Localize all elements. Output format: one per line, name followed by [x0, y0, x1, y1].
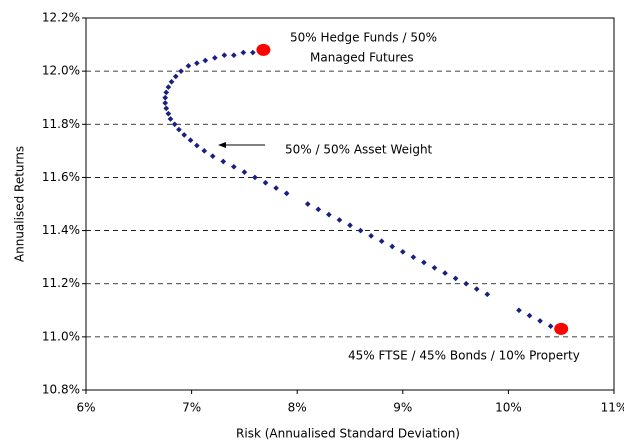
point: [220, 158, 227, 165]
x-tick-label: 6%: [76, 401, 95, 415]
y-tick-label: 11.8%: [42, 117, 80, 131]
y-tick-label: 11.2%: [42, 276, 80, 290]
y-tick-label: 12.0%: [42, 64, 80, 78]
point: [201, 148, 208, 154]
point: [526, 312, 533, 319]
point: [172, 73, 179, 80]
arrow-head: [218, 142, 226, 148]
x-tick-label: 9%: [393, 401, 412, 415]
point: [241, 169, 248, 175]
point: [547, 323, 554, 330]
y-tick-label: 11.0%: [42, 329, 80, 343]
point: [212, 55, 218, 61]
point: [368, 233, 374, 239]
point: [315, 206, 322, 213]
point: [262, 179, 269, 186]
point: [187, 137, 194, 144]
point: [162, 94, 169, 101]
point: [421, 259, 427, 266]
point: [463, 280, 469, 287]
point: [185, 63, 192, 69]
point: [452, 275, 459, 282]
point: [209, 153, 216, 159]
x-axis-title: Risk (Annualised Standard Deviation): [236, 427, 460, 441]
point: [336, 217, 343, 223]
y-tick-label: 10.8%: [42, 383, 80, 397]
point: [240, 49, 247, 56]
point: [273, 185, 279, 191]
point: [171, 121, 178, 128]
point: [484, 291, 491, 298]
end-point: [554, 322, 569, 335]
point: [431, 264, 438, 271]
point: [473, 286, 480, 292]
point: [516, 307, 522, 314]
point: [304, 201, 311, 207]
x-tick-label: 10%: [495, 401, 522, 415]
plot-frame: [85, 17, 615, 391]
y-tick-label: 11.4%: [42, 223, 80, 237]
end-point: [256, 43, 271, 56]
point: [194, 60, 200, 66]
x-tick-label: 11%: [601, 401, 624, 415]
point: [252, 174, 258, 181]
point: [410, 254, 417, 260]
point: [326, 211, 332, 218]
point: [176, 126, 182, 133]
annotation: Managed Futures: [310, 51, 414, 65]
point: [162, 100, 169, 106]
annotation: 50% Hedge Funds / 50%: [290, 31, 437, 45]
point: [399, 249, 406, 255]
point: [163, 89, 170, 96]
annotation: 50% / 50% Asset Weight: [285, 143, 433, 157]
point: [221, 52, 228, 59]
point: [168, 78, 175, 85]
point: [231, 52, 237, 59]
point: [378, 238, 385, 245]
annotation: 45% FTSE / 45% Bonds / 10% Property: [348, 349, 580, 363]
point: [194, 142, 200, 149]
point: [250, 49, 256, 56]
point: [165, 84, 172, 90]
point: [165, 110, 172, 117]
y-tick-label: 12.2%: [42, 11, 80, 25]
point: [231, 163, 237, 170]
y-axis-title: Annualised Returns: [13, 146, 27, 262]
point: [442, 270, 448, 276]
point: [347, 222, 353, 229]
y-tick-label: 11.6%: [42, 170, 80, 184]
x-tick-label: 8%: [288, 401, 307, 415]
point: [167, 116, 174, 122]
point: [357, 227, 364, 234]
point: [202, 57, 209, 64]
point: [178, 68, 184, 74]
point: [163, 105, 170, 112]
x-tick-label: 7%: [182, 401, 201, 415]
point: [283, 190, 290, 197]
point: [537, 318, 543, 324]
point: [389, 243, 396, 250]
point: [181, 132, 188, 138]
